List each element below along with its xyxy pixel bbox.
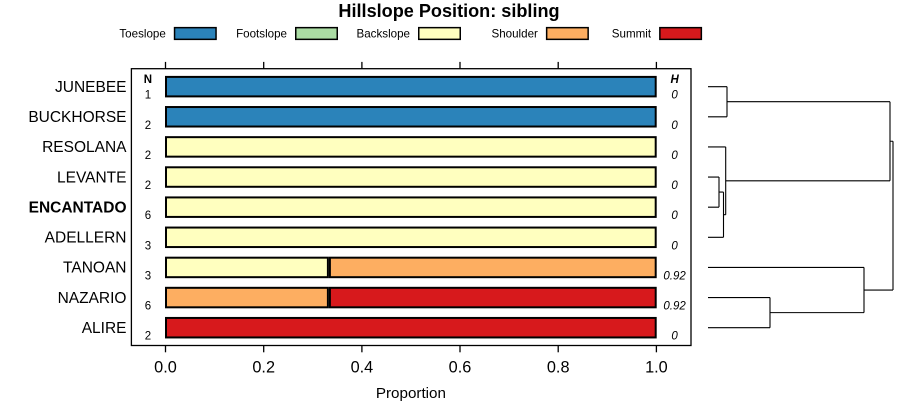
svg-text:Backslope: Backslope	[357, 27, 411, 40]
svg-text:0.92: 0.92	[663, 301, 686, 313]
svg-text:0.6: 0.6	[449, 359, 472, 377]
svg-text:LEVANTE: LEVANTE	[57, 169, 127, 186]
svg-text:TANOAN: TANOAN	[63, 260, 126, 277]
svg-text:0: 0	[671, 90, 678, 102]
svg-text:ADELLERN: ADELLERN	[45, 230, 127, 247]
svg-text:0.2: 0.2	[252, 359, 275, 377]
svg-text:Hillslope Position: sibling: Hillslope Position: sibling	[338, 1, 559, 21]
svg-text:0: 0	[671, 150, 678, 162]
svg-text:0.8: 0.8	[547, 359, 570, 377]
svg-text:3: 3	[145, 270, 151, 282]
svg-text:Summit: Summit	[612, 27, 652, 40]
svg-text:0: 0	[671, 240, 678, 252]
svg-text:3: 3	[145, 240, 151, 252]
svg-text:0.4: 0.4	[351, 359, 374, 377]
svg-text:0: 0	[671, 180, 678, 192]
svg-text:6: 6	[145, 210, 151, 222]
svg-text:H: H	[670, 74, 679, 86]
svg-text:RESOLANA: RESOLANA	[42, 139, 127, 156]
svg-text:2: 2	[145, 331, 151, 343]
svg-text:Proportion: Proportion	[376, 385, 446, 402]
svg-text:1.0: 1.0	[645, 359, 668, 377]
svg-text:0: 0	[671, 210, 678, 222]
svg-text:ALIRE: ALIRE	[82, 320, 127, 337]
svg-text:1: 1	[145, 90, 151, 102]
svg-text:Toeslope: Toeslope	[119, 27, 165, 40]
svg-text:0: 0	[671, 331, 678, 343]
svg-text:N: N	[144, 74, 152, 86]
svg-text:ENCANTADO: ENCANTADO	[29, 199, 127, 216]
svg-text:NAZARIO: NAZARIO	[58, 290, 127, 307]
svg-text:2: 2	[145, 180, 151, 192]
svg-text:BUCKHORSE: BUCKHORSE	[28, 109, 126, 126]
svg-text:2: 2	[145, 120, 151, 132]
svg-text:JUNEBEE: JUNEBEE	[55, 79, 127, 96]
svg-text:0.92: 0.92	[663, 270, 686, 282]
svg-text:0.0: 0.0	[154, 359, 177, 377]
svg-text:6: 6	[145, 301, 151, 313]
svg-text:Shoulder: Shoulder	[491, 27, 538, 40]
svg-text:0: 0	[671, 120, 678, 132]
svg-text:2: 2	[145, 150, 151, 162]
svg-text:Footslope: Footslope	[236, 27, 287, 40]
